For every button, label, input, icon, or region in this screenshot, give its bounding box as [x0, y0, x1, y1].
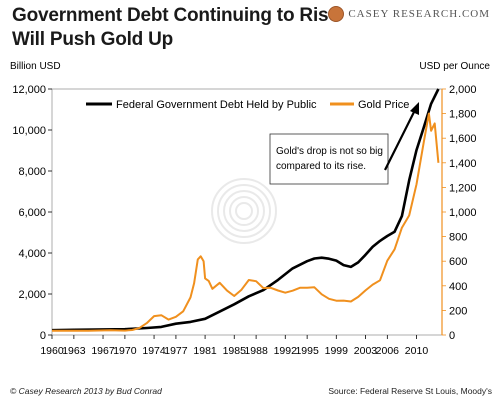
y-right-tick-label: 400	[449, 281, 467, 293]
annotation-box	[269, 133, 389, 185]
x-tick-label: 1963	[62, 345, 86, 357]
footer-source: Source: Federal Reserve St Louis, Moody'…	[328, 386, 492, 396]
title-line-1: Government Debt Continuing to Rise	[12, 5, 339, 26]
x-tick-label: 1988	[244, 345, 268, 357]
y-right-tick-label: 800	[449, 232, 467, 244]
annotation-arrow-head-icon	[410, 102, 419, 115]
gold-series-line	[52, 112, 440, 332]
x-tick-label: 2003	[354, 345, 378, 357]
x-tick-label: 1970	[113, 345, 137, 357]
y-right-tick-label: 1,200	[449, 182, 477, 194]
x-tick-label: 1999	[325, 345, 349, 357]
y-right-tick-label: 1,000	[449, 207, 477, 219]
y-right-tick-label: 1,600	[449, 133, 477, 145]
y-left-axis-label: Billion USD	[10, 61, 61, 72]
seal-icon	[328, 6, 345, 22]
chart-series: Federal Government Debt Held by Public Go…	[51, 88, 440, 332]
y-left-tick-label: 4,000	[18, 248, 46, 260]
chart-title: Government Debt Continuing to Rise Will …	[12, 4, 342, 52]
watermark-ring	[217, 184, 271, 238]
brand-logo: CASEY RESEARCH .COM	[328, 6, 490, 22]
watermark-spiral-icon	[211, 178, 277, 244]
legend-debt-label: Federal Government Debt Held by Public	[116, 99, 317, 111]
y-right-tick-label: 1,400	[449, 158, 477, 170]
x-tick-label: 2010	[405, 345, 429, 357]
brand-suffix: .COM	[458, 8, 490, 20]
footer-credit: © Casey Research 2013 by Bud Conrad	[10, 386, 162, 396]
debt-series-line	[51, 88, 440, 332]
legend-gold-label: Gold Price	[358, 99, 409, 111]
x-tick-label: 1974	[142, 345, 166, 357]
annotation-line-2: compared to its rise.	[276, 161, 366, 172]
y-right-axis-label: USD per Ounce	[419, 61, 490, 72]
chart-ticks: 0 2,000 4,000 6,000 8,000 10,000 12,000 Billion…	[10, 61, 490, 357]
y-left-tick-label: 10,000	[12, 125, 46, 137]
watermark-ring	[223, 190, 265, 232]
title-line-2: Will Push Gold Up	[12, 29, 174, 50]
y-right-tick-label: 600	[449, 256, 467, 268]
watermark-ring	[211, 178, 277, 244]
brand-name: CASEY RESEARCH	[348, 8, 459, 20]
x-tick-label: 1981	[193, 345, 217, 357]
x-tick-label: 1985	[223, 345, 247, 357]
chart-annotation: Gold's drop is not so big compared to its…	[269, 102, 419, 185]
y-right-tick-label: 0	[449, 330, 455, 342]
x-tick-label: 1960	[40, 345, 64, 357]
watermark-ring	[235, 202, 253, 220]
y-left-tick-label: 12,000	[12, 84, 46, 96]
annotation-arrow-shaft	[384, 109, 416, 171]
chart-legend: Federal Government Debt Held by Public Go…	[86, 99, 409, 111]
y-right-tick-label: 200	[449, 305, 467, 317]
x-tick-label: 1995	[295, 345, 319, 357]
x-tick-label: 2006	[376, 345, 400, 357]
y-right-tick-label: 2,000	[449, 84, 477, 96]
y-left-tick-label: 0	[40, 330, 46, 342]
watermark-ring	[229, 196, 259, 226]
y-right-tick-label: 1,800	[449, 109, 477, 121]
x-tick-label: 1967	[91, 345, 115, 357]
y-left-tick-label: 2,000	[18, 289, 46, 301]
y-left-tick-label: 6,000	[18, 207, 46, 219]
annotation-line-1: Gold's drop is not so big	[276, 146, 383, 157]
x-tick-label: 1992	[274, 345, 298, 357]
x-tick-label: 1977	[164, 345, 188, 357]
y-left-tick-label: 8,000	[18, 166, 46, 178]
